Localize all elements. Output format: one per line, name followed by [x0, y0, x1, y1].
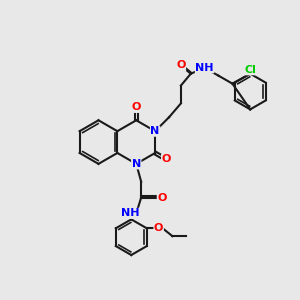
Text: O: O [131, 102, 141, 112]
Text: NH: NH [195, 63, 214, 73]
Text: N: N [151, 126, 160, 136]
Text: O: O [176, 61, 186, 70]
Text: N: N [132, 159, 141, 169]
Text: Cl: Cl [244, 65, 256, 75]
Text: NH: NH [121, 208, 140, 218]
Text: O: O [154, 223, 163, 233]
Text: O: O [162, 154, 171, 164]
Text: O: O [157, 193, 167, 202]
